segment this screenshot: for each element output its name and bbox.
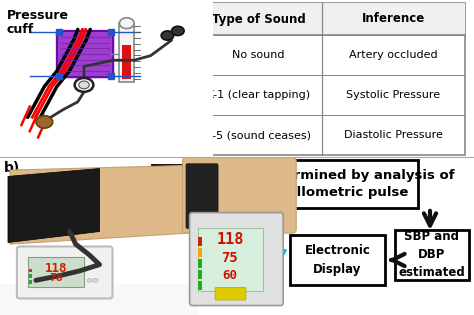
FancyBboxPatch shape — [190, 213, 283, 306]
Circle shape — [119, 18, 134, 29]
Bar — [199, 281, 202, 290]
Text: 118: 118 — [216, 232, 244, 247]
Text: Artery occluded: Artery occluded — [349, 50, 438, 60]
Text: cuff: cuff — [7, 23, 34, 36]
FancyBboxPatch shape — [395, 230, 469, 280]
Circle shape — [172, 26, 184, 36]
Circle shape — [93, 278, 98, 282]
Text: Pressure: Pressure — [7, 9, 69, 22]
Text: K-5 (sound ceases): K-5 (sound ceases) — [206, 130, 311, 140]
FancyBboxPatch shape — [215, 287, 246, 300]
Circle shape — [36, 116, 53, 128]
FancyBboxPatch shape — [152, 165, 234, 207]
Text: No sound: No sound — [232, 50, 285, 60]
Bar — [29, 280, 32, 284]
Text: MAP determined by analysis of
oscillometric pulse: MAP determined by analysis of oscillomet… — [222, 169, 454, 199]
FancyBboxPatch shape — [186, 164, 218, 228]
Bar — [195, 3, 465, 35]
Text: Diastolic Pressure: Diastolic Pressure — [344, 130, 443, 140]
Circle shape — [87, 278, 92, 282]
Bar — [195, 3, 465, 155]
Text: Pressure
sensor: Pressure sensor — [164, 170, 222, 202]
Text: Inference: Inference — [362, 13, 425, 26]
Polygon shape — [10, 165, 189, 244]
Bar — [29, 268, 32, 272]
Circle shape — [74, 78, 93, 92]
Bar — [28, 257, 83, 287]
Circle shape — [79, 81, 89, 89]
Text: b): b) — [4, 161, 20, 175]
Bar — [198, 228, 263, 291]
Bar — [199, 248, 202, 257]
Bar — [0, 158, 474, 315]
Bar — [199, 270, 202, 279]
Bar — [119, 23, 134, 82]
FancyBboxPatch shape — [258, 160, 418, 208]
Bar — [29, 274, 32, 278]
Bar — [122, 45, 131, 79]
FancyBboxPatch shape — [290, 235, 385, 285]
FancyBboxPatch shape — [57, 31, 113, 77]
FancyBboxPatch shape — [17, 246, 112, 299]
Text: Systolic Pressure: Systolic Pressure — [346, 90, 440, 100]
Text: SBP and
DBP
estimated: SBP and DBP estimated — [399, 231, 465, 279]
Text: 60: 60 — [222, 269, 237, 282]
Bar — [199, 259, 202, 268]
Text: Electronic
Display: Electronic Display — [305, 244, 371, 276]
Text: K-1 (clear tapping): K-1 (clear tapping) — [207, 90, 310, 100]
Text: 78: 78 — [49, 273, 63, 283]
Polygon shape — [8, 169, 100, 243]
Text: Type of Sound: Type of Sound — [211, 13, 305, 26]
Bar — [199, 237, 202, 246]
Text: a): a) — [4, 2, 20, 16]
FancyBboxPatch shape — [182, 158, 296, 233]
Circle shape — [161, 31, 173, 40]
Text: 118: 118 — [45, 262, 67, 275]
Bar — [0, 284, 199, 315]
Text: 75: 75 — [221, 251, 238, 265]
